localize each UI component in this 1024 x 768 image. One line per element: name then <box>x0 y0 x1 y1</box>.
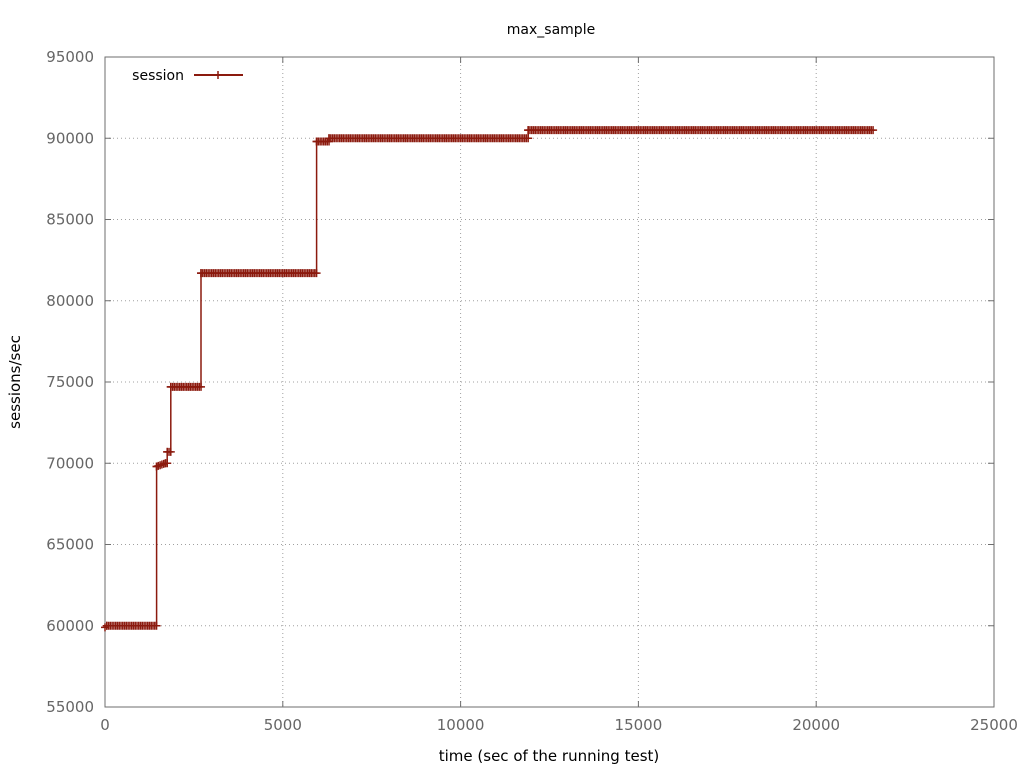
y-tick-label: 70000 <box>46 454 94 472</box>
legend-label-session: session <box>132 68 184 84</box>
grid-lines <box>105 57 994 707</box>
y-tick-label: 60000 <box>46 617 94 635</box>
legend-marker-session <box>214 71 222 79</box>
x-axis-ticks: 0 5000 10000 15000 20000 25000 <box>100 57 1018 734</box>
data-point-marker <box>524 134 533 143</box>
x-tick-label: 20000 <box>792 716 840 734</box>
data-point-marker <box>197 382 206 391</box>
data-point-marker <box>163 459 172 468</box>
y-tick-label: 55000 <box>46 698 94 716</box>
y-tick-label: 65000 <box>46 536 94 554</box>
data-point-marker <box>312 269 321 278</box>
series-markers-session <box>101 126 878 632</box>
data-point-marker <box>101 623 109 632</box>
legend-marker-plus <box>214 71 222 79</box>
y-tick-label: 85000 <box>46 211 94 229</box>
data-point-marker <box>152 621 161 630</box>
y-tick-label: 80000 <box>46 292 94 310</box>
y-axis-label: sessions/sec <box>6 335 24 429</box>
data-point-marker <box>166 447 175 456</box>
x-tick-label: 10000 <box>437 716 485 734</box>
y-tick-label: 75000 <box>46 373 94 391</box>
x-tick-label: 15000 <box>615 716 663 734</box>
y-tick-label: 90000 <box>46 129 94 147</box>
chart-title: max_sample <box>507 22 595 38</box>
series-group <box>101 126 878 632</box>
legend: session <box>132 68 243 84</box>
x-axis-label: time (sec of the running test) <box>439 747 660 765</box>
y-tick-label: 95000 <box>46 48 94 66</box>
series-line-session <box>104 129 874 628</box>
x-tick-label: 25000 <box>970 716 1018 734</box>
y-axis-ticks: 55000 60000 65000 70000 75000 80000 85000 90000… <box>46 48 994 716</box>
data-point-marker <box>869 126 878 135</box>
x-tick-label: 0 <box>100 716 110 734</box>
x-tick-label: 5000 <box>264 716 302 734</box>
